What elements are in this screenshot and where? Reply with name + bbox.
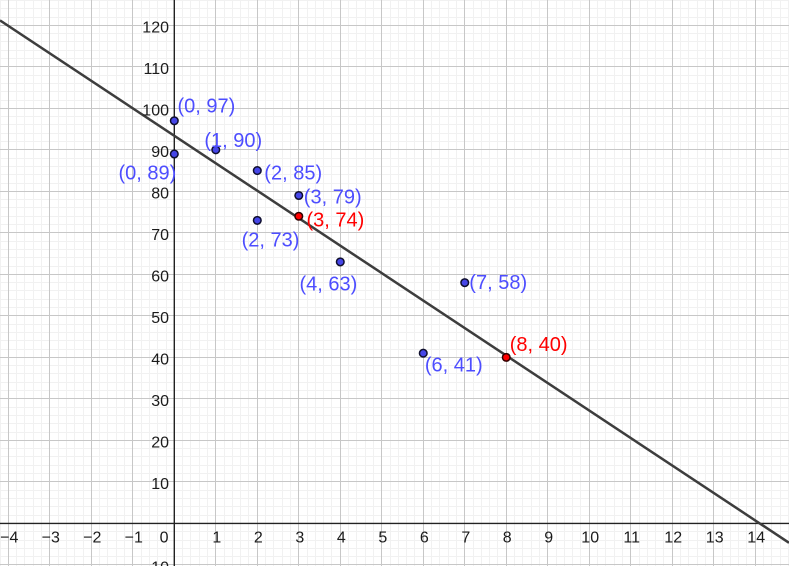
svg-text:−3: −3 [42, 530, 60, 547]
svg-text:−4: −4 [0, 530, 18, 547]
svg-text:20: 20 [151, 434, 169, 451]
svg-text:70: 70 [151, 227, 169, 244]
svg-text:(2, 73): (2, 73) [242, 230, 300, 252]
svg-text:14: 14 [747, 530, 765, 547]
svg-text:(1, 90): (1, 90) [204, 130, 262, 152]
svg-text:(0, 97): (0, 97) [178, 96, 236, 118]
svg-text:3: 3 [295, 530, 304, 547]
svg-text:(6, 41): (6, 41) [425, 354, 483, 376]
svg-text:−10: −10 [142, 559, 169, 566]
svg-text:10: 10 [581, 530, 599, 547]
svg-text:9: 9 [544, 530, 553, 547]
svg-text:40: 40 [151, 351, 169, 368]
svg-text:0: 0 [160, 530, 169, 547]
svg-text:6: 6 [420, 530, 429, 547]
svg-text:5: 5 [378, 530, 387, 547]
svg-text:(3, 74): (3, 74) [307, 210, 365, 232]
svg-text:8: 8 [503, 530, 512, 547]
svg-text:−2: −2 [83, 530, 101, 547]
svg-text:10: 10 [151, 476, 169, 493]
svg-text:12: 12 [664, 530, 682, 547]
svg-text:(2, 85): (2, 85) [264, 163, 322, 185]
svg-text:11: 11 [623, 530, 640, 547]
svg-text:90: 90 [151, 144, 169, 161]
svg-text:(8, 40): (8, 40) [510, 334, 568, 356]
svg-text:50: 50 [151, 310, 169, 327]
svg-text:2: 2 [254, 530, 263, 547]
svg-text:120: 120 [142, 19, 169, 36]
svg-text:(7, 58): (7, 58) [469, 272, 527, 294]
svg-text:(3, 79): (3, 79) [304, 186, 362, 208]
svg-text:110: 110 [143, 61, 169, 78]
svg-text:(4, 63): (4, 63) [300, 273, 358, 295]
svg-text:30: 30 [151, 393, 169, 410]
svg-text:13: 13 [706, 530, 724, 547]
svg-text:7: 7 [461, 530, 470, 547]
svg-text:4: 4 [337, 530, 346, 547]
svg-text:60: 60 [151, 268, 169, 285]
svg-text:1: 1 [212, 530, 221, 547]
svg-text:−1: −1 [125, 530, 143, 547]
svg-text:80: 80 [151, 185, 169, 202]
svg-text:100: 100 [142, 102, 169, 119]
svg-text:(0, 89): (0, 89) [119, 163, 177, 185]
